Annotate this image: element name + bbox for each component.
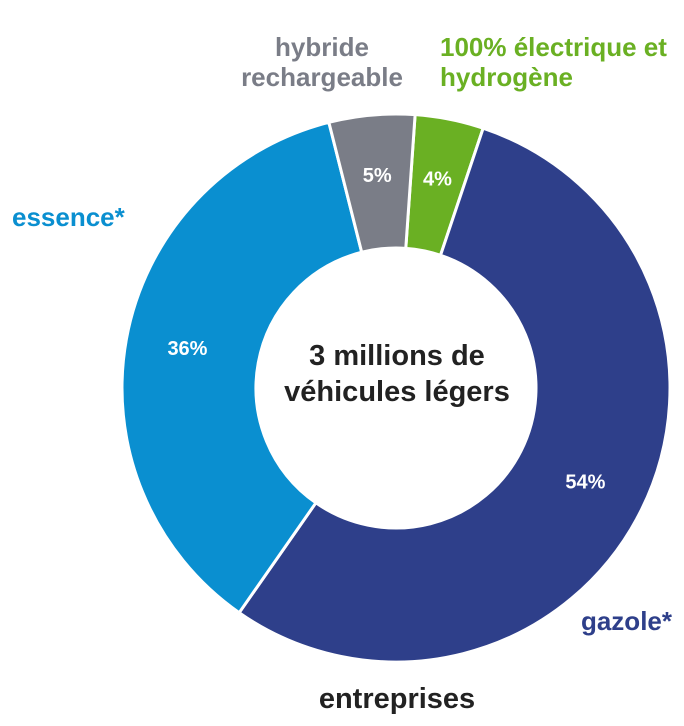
- donut-slice: [120, 120, 364, 615]
- value-label: 4%: [423, 168, 452, 190]
- center-label: 3 millions de véhicules légers: [284, 340, 510, 408]
- chart-title: entreprises: [318, 683, 476, 715]
- category-label: gazole*: [580, 606, 672, 636]
- category-label: 100% électrique et hydrogène: [440, 32, 667, 92]
- donut-slice: [237, 126, 672, 664]
- category-label: hybride rechargeable: [241, 32, 403, 92]
- value-label: 5%: [363, 165, 392, 187]
- value-label: 36%: [167, 338, 207, 360]
- category-label: essence*: [12, 202, 125, 232]
- donut-slice: [327, 112, 417, 255]
- value-label: 54%: [565, 472, 605, 494]
